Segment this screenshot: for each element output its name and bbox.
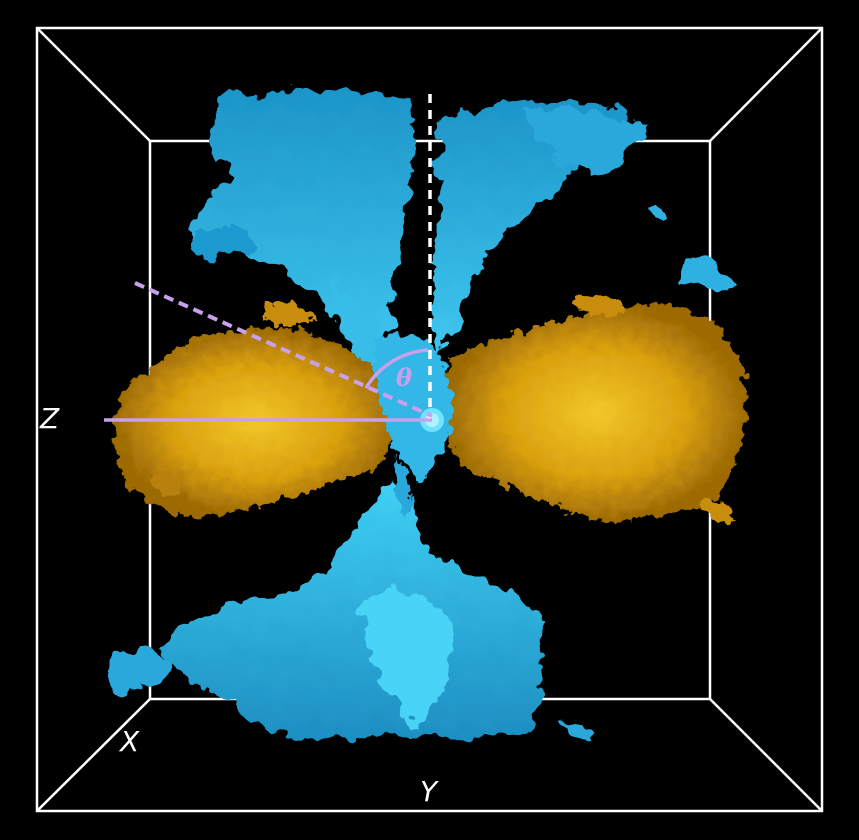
theta-label: θ: [396, 363, 413, 392]
angle-annotation: [104, 281, 433, 422]
y-axis-label: Y: [420, 775, 438, 808]
disk-icon: [113, 293, 747, 522]
x-axis-label: X: [120, 725, 140, 758]
z-axis-label: Z: [40, 402, 60, 435]
jet-core-icon: [373, 334, 452, 520]
angle-arc: [364, 348, 429, 389]
outflow-lower-icon: [108, 480, 600, 744]
inclination-dashed-line: [134, 281, 433, 418]
